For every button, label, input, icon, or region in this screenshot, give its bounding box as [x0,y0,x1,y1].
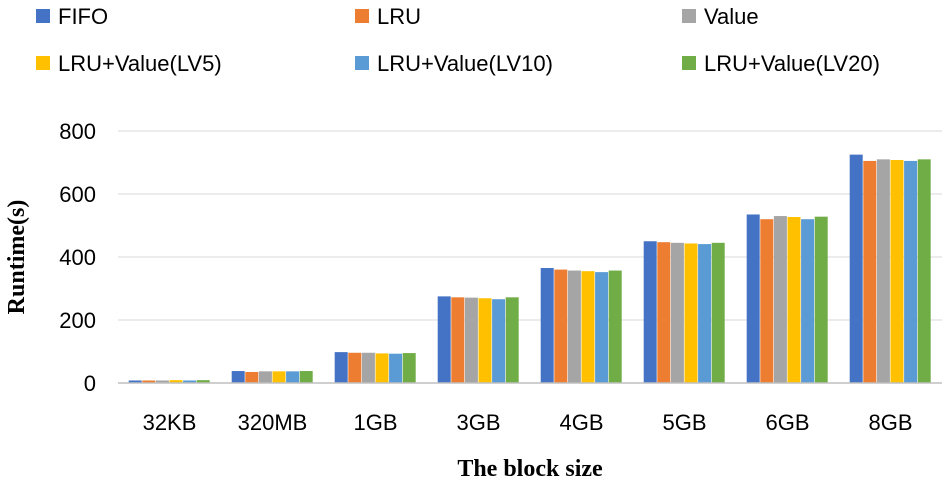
x-tick-label-1GB: 1GB [353,410,397,435]
legend-swatch-6 [682,56,696,70]
bar-8GB-FIFO [849,154,863,383]
x-tick-label-32KB: 32KB [143,410,197,435]
legend-label-1: FIFO [58,4,108,29]
y-axis-title: Runtime(s) [4,200,30,315]
bars [128,154,931,383]
bar-6GB-Value [773,216,787,383]
bar-3GB-LRU [451,297,465,383]
bar-5GB-Value [670,242,684,383]
bar-6GB-LRU+Value(LV5) [787,216,801,383]
x-axis-ticks: 32KB 320MB 1GB 3GB 4GB 5GB 6GB 8GB [143,410,913,435]
bar-4GB-LRU+Value(LV20) [608,270,622,383]
legend-swatch-4 [36,56,50,70]
bar-3GB-FIFO [437,296,451,383]
bar-32KB-Value [155,380,169,383]
bar-6GB-LRU [760,219,774,383]
bar-1GB-LRU+Value(LV5) [375,353,389,383]
bar-6GB-LRU+Value(LV20) [814,216,828,383]
bar-320MB-FIFO [231,371,245,383]
bar-5GB-FIFO [643,241,657,383]
bar-5GB-LRU [657,242,671,383]
bar-6GB-FIFO [746,214,760,383]
y-tick-label-0: 0 [84,371,96,396]
x-tick-label-3GB: 3GB [456,410,500,435]
bar-1GB-Value [361,352,375,383]
bar-32KB-FIFO [128,380,142,383]
bar-32KB-LRU [142,380,156,383]
x-tick-label-4GB: 4GB [559,410,603,435]
bar-3GB-LRU+Value(LV10) [492,299,506,383]
bar-4GB-Value [567,270,581,383]
legend-swatch-5 [355,56,369,70]
bar-4GB-LRU+Value(LV10) [595,272,609,383]
y-tick-label-400: 400 [59,245,96,270]
bar-320MB-Value [258,371,272,383]
bar-3GB-LRU+Value(LV20) [505,297,519,383]
bar-8GB-LRU+Value(LV5) [890,159,904,383]
bar-5GB-LRU+Value(LV10) [698,244,712,383]
legend-swatch-2 [355,9,369,23]
bar-6GB-LRU+Value(LV10) [801,219,815,383]
bar-320MB-LRU [245,371,259,383]
bar-32KB-LRU+Value(LV10) [183,380,197,383]
y-tick-label-200: 200 [59,308,96,333]
bar-8GB-LRU+Value(LV10) [904,160,918,383]
bar-4GB-FIFO [540,268,554,383]
bar-32KB-LRU+Value(LV20) [196,380,210,383]
bar-1GB-LRU+Value(LV10) [389,353,403,383]
legend: FIFO LRU Value LRU+Value(LV5) LRU+Value(LV10… [36,4,880,76]
x-tick-label-320MB: 320MB [238,410,308,435]
bar-1GB-LRU [348,352,362,383]
x-axis-title: The block size [457,456,603,482]
bar-3GB-LRU+Value(LV5) [478,298,492,383]
legend-label-6: LRU+Value(LV20) [704,51,880,76]
y-tick-label-800: 800 [59,119,96,144]
bar-1GB-FIFO [334,352,348,383]
y-tick-label-600: 600 [59,182,96,207]
bar-4GB-LRU+Value(LV5) [581,271,595,383]
legend-swatch-1 [36,9,50,23]
bar-32KB-LRU+Value(LV5) [169,380,183,383]
bar-1GB-LRU+Value(LV20) [402,353,416,383]
bar-5GB-LRU+Value(LV20) [711,242,725,383]
x-tick-label-6GB: 6GB [765,410,809,435]
bar-3GB-Value [464,297,478,383]
bar-8GB-Value [876,159,890,383]
x-tick-label-8GB: 8GB [868,410,912,435]
legend-label-3: Value [704,4,759,29]
bar-5GB-LRU+Value(LV5) [684,243,698,383]
bar-320MB-LRU+Value(LV10) [286,371,300,383]
bar-320MB-LRU+Value(LV20) [299,371,313,383]
legend-label-2: LRU [377,4,421,29]
legend-label-4: LRU+Value(LV5) [58,51,222,76]
bar-8GB-LRU+Value(LV20) [917,159,931,383]
bar-4GB-LRU [554,269,568,383]
bar-8GB-LRU [863,160,877,383]
legend-label-5: LRU+Value(LV10) [377,51,553,76]
x-tick-label-5GB: 5GB [662,410,706,435]
bar-320MB-LRU+Value(LV5) [272,371,286,383]
legend-swatch-3 [682,9,696,23]
y-axis-ticks: 0 200 400 600 800 [59,119,96,396]
